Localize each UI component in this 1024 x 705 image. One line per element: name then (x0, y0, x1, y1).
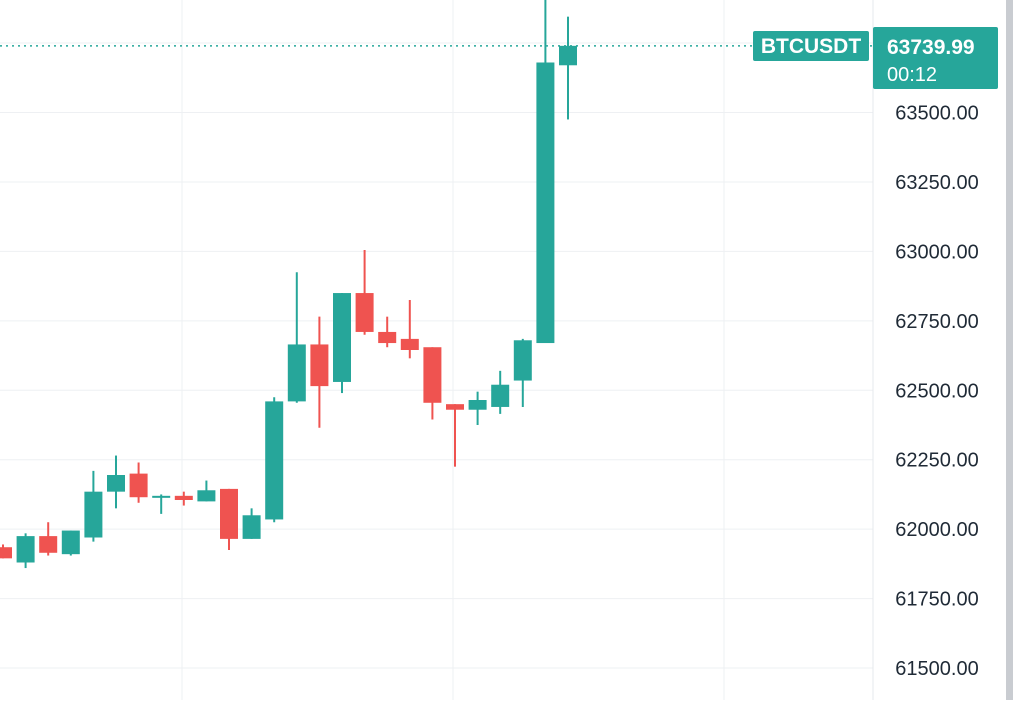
candle[interactable] (84, 470, 103, 542)
candle[interactable] (107, 455, 125, 509)
candle[interactable] (491, 370, 510, 414)
candle-body-down (400, 338, 419, 350)
last-price-badge-background (873, 27, 998, 89)
symbol-badge-background (753, 31, 869, 61)
candle-body-up (242, 515, 261, 539)
candle[interactable] (446, 404, 464, 467)
y-tick-label: 62500.00 (895, 380, 978, 402)
candle[interactable] (174, 491, 193, 506)
y-tick-label: 62000.00 (895, 519, 978, 541)
candle-body-down (129, 473, 148, 498)
candle-body-down (310, 344, 329, 387)
candle-body-up (491, 384, 510, 407)
candle-body-up (84, 491, 103, 538)
candle[interactable] (400, 300, 419, 359)
candle[interactable] (129, 462, 148, 503)
candle-body-down (446, 404, 464, 410)
candle[interactable] (0, 544, 12, 559)
candle-body-up (287, 344, 306, 402)
candle-body-down (378, 331, 397, 344)
candle[interactable] (16, 533, 35, 569)
candle[interactable] (310, 316, 329, 428)
candle-body-up (333, 293, 351, 382)
y-tick-label: 61500.00 (895, 658, 978, 680)
candle[interactable] (220, 488, 238, 550)
y-tick-label: 63000.00 (895, 241, 978, 263)
symbol-label: BTCUSDT (761, 35, 861, 58)
candle-body-down (423, 347, 442, 403)
candle-body-down (174, 495, 193, 500)
y-tick-label: 62750.00 (895, 311, 978, 333)
candle[interactable] (513, 338, 532, 407)
last-price-value: 63739.99 (887, 36, 975, 59)
candle[interactable] (242, 508, 261, 539)
candle-body-down (0, 547, 12, 559)
candle[interactable] (559, 16, 577, 120)
last-price-badge: 63739.99 00:12 (873, 27, 998, 89)
bar-countdown: 00:12 (887, 64, 937, 86)
y-tick-label: 62250.00 (895, 450, 978, 472)
candle[interactable] (197, 480, 216, 502)
candle-body-down (355, 293, 374, 332)
candle-body-up (197, 490, 216, 502)
candle[interactable] (265, 397, 284, 523)
candle-body-up (61, 530, 80, 555)
candle[interactable] (287, 272, 306, 403)
candle-body-up (559, 45, 577, 66)
candle[interactable] (355, 250, 374, 335)
candle[interactable] (61, 530, 80, 556)
candle[interactable] (39, 522, 58, 556)
candle[interactable] (423, 347, 442, 420)
y-tick-label: 61750.00 (895, 589, 978, 611)
candle-body-down (39, 536, 58, 553)
candle-body-up (16, 536, 35, 563)
candle-body-up (152, 495, 171, 498)
candle[interactable] (468, 391, 487, 425)
candle[interactable] (333, 293, 351, 394)
candle-body-up (107, 475, 125, 492)
candles[interactable] (0, 0, 577, 569)
candle[interactable] (152, 494, 171, 514)
candle-body-up (265, 401, 284, 520)
candle-body-up (536, 62, 555, 344)
candle-body-down (220, 488, 238, 539)
right-scrollbar[interactable] (1006, 0, 1013, 700)
candle[interactable] (378, 316, 397, 348)
price-axis[interactable]: 61500.00 61750.00 62000.00 62250.00 62500.00… (895, 103, 978, 681)
candle[interactable] (536, 0, 555, 344)
y-tick-label: 63500.00 (895, 103, 978, 125)
symbol-badge: BTCUSDT (753, 31, 869, 61)
y-tick-label: 63250.00 (895, 172, 978, 194)
candle-body-up (468, 400, 487, 410)
candle-body-up (513, 340, 532, 381)
